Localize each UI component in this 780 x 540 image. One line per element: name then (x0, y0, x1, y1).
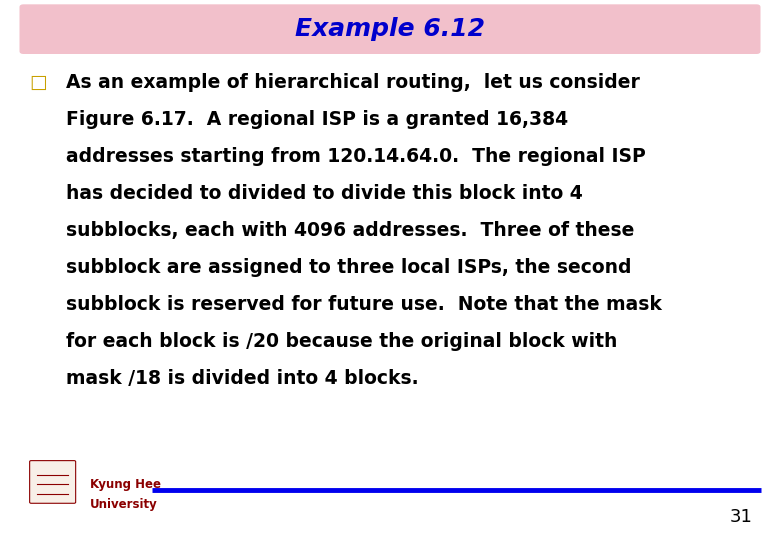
Text: for each block is /20 because the original block with: for each block is /20 because the origin… (66, 332, 618, 351)
Text: University: University (90, 498, 158, 511)
Text: 31: 31 (730, 509, 753, 526)
Text: mask /18 is divided into 4 blocks.: mask /18 is divided into 4 blocks. (66, 369, 419, 388)
FancyBboxPatch shape (30, 461, 76, 503)
Text: has decided to divided to divide this block into 4: has decided to divided to divide this bl… (66, 184, 583, 203)
Text: subblock is reserved for future use.  Note that the mask: subblock is reserved for future use. Not… (66, 295, 662, 314)
Text: addresses starting from 120.14.64.0.  The regional ISP: addresses starting from 120.14.64.0. The… (66, 147, 646, 166)
Text: Example 6.12: Example 6.12 (295, 17, 485, 41)
Text: □: □ (30, 73, 48, 92)
Text: subblocks, each with 4096 addresses.  Three of these: subblocks, each with 4096 addresses. Thr… (66, 221, 635, 240)
Text: subblock are assigned to three local ISPs, the second: subblock are assigned to three local ISP… (66, 258, 632, 277)
Text: Figure 6.17.  A regional ISP is a granted 16,384: Figure 6.17. A regional ISP is a granted… (66, 110, 569, 129)
FancyBboxPatch shape (20, 4, 760, 54)
Text: As an example of hierarchical routing,  let us consider: As an example of hierarchical routing, l… (66, 73, 640, 92)
Text: Kyung Hee: Kyung Hee (90, 478, 161, 491)
